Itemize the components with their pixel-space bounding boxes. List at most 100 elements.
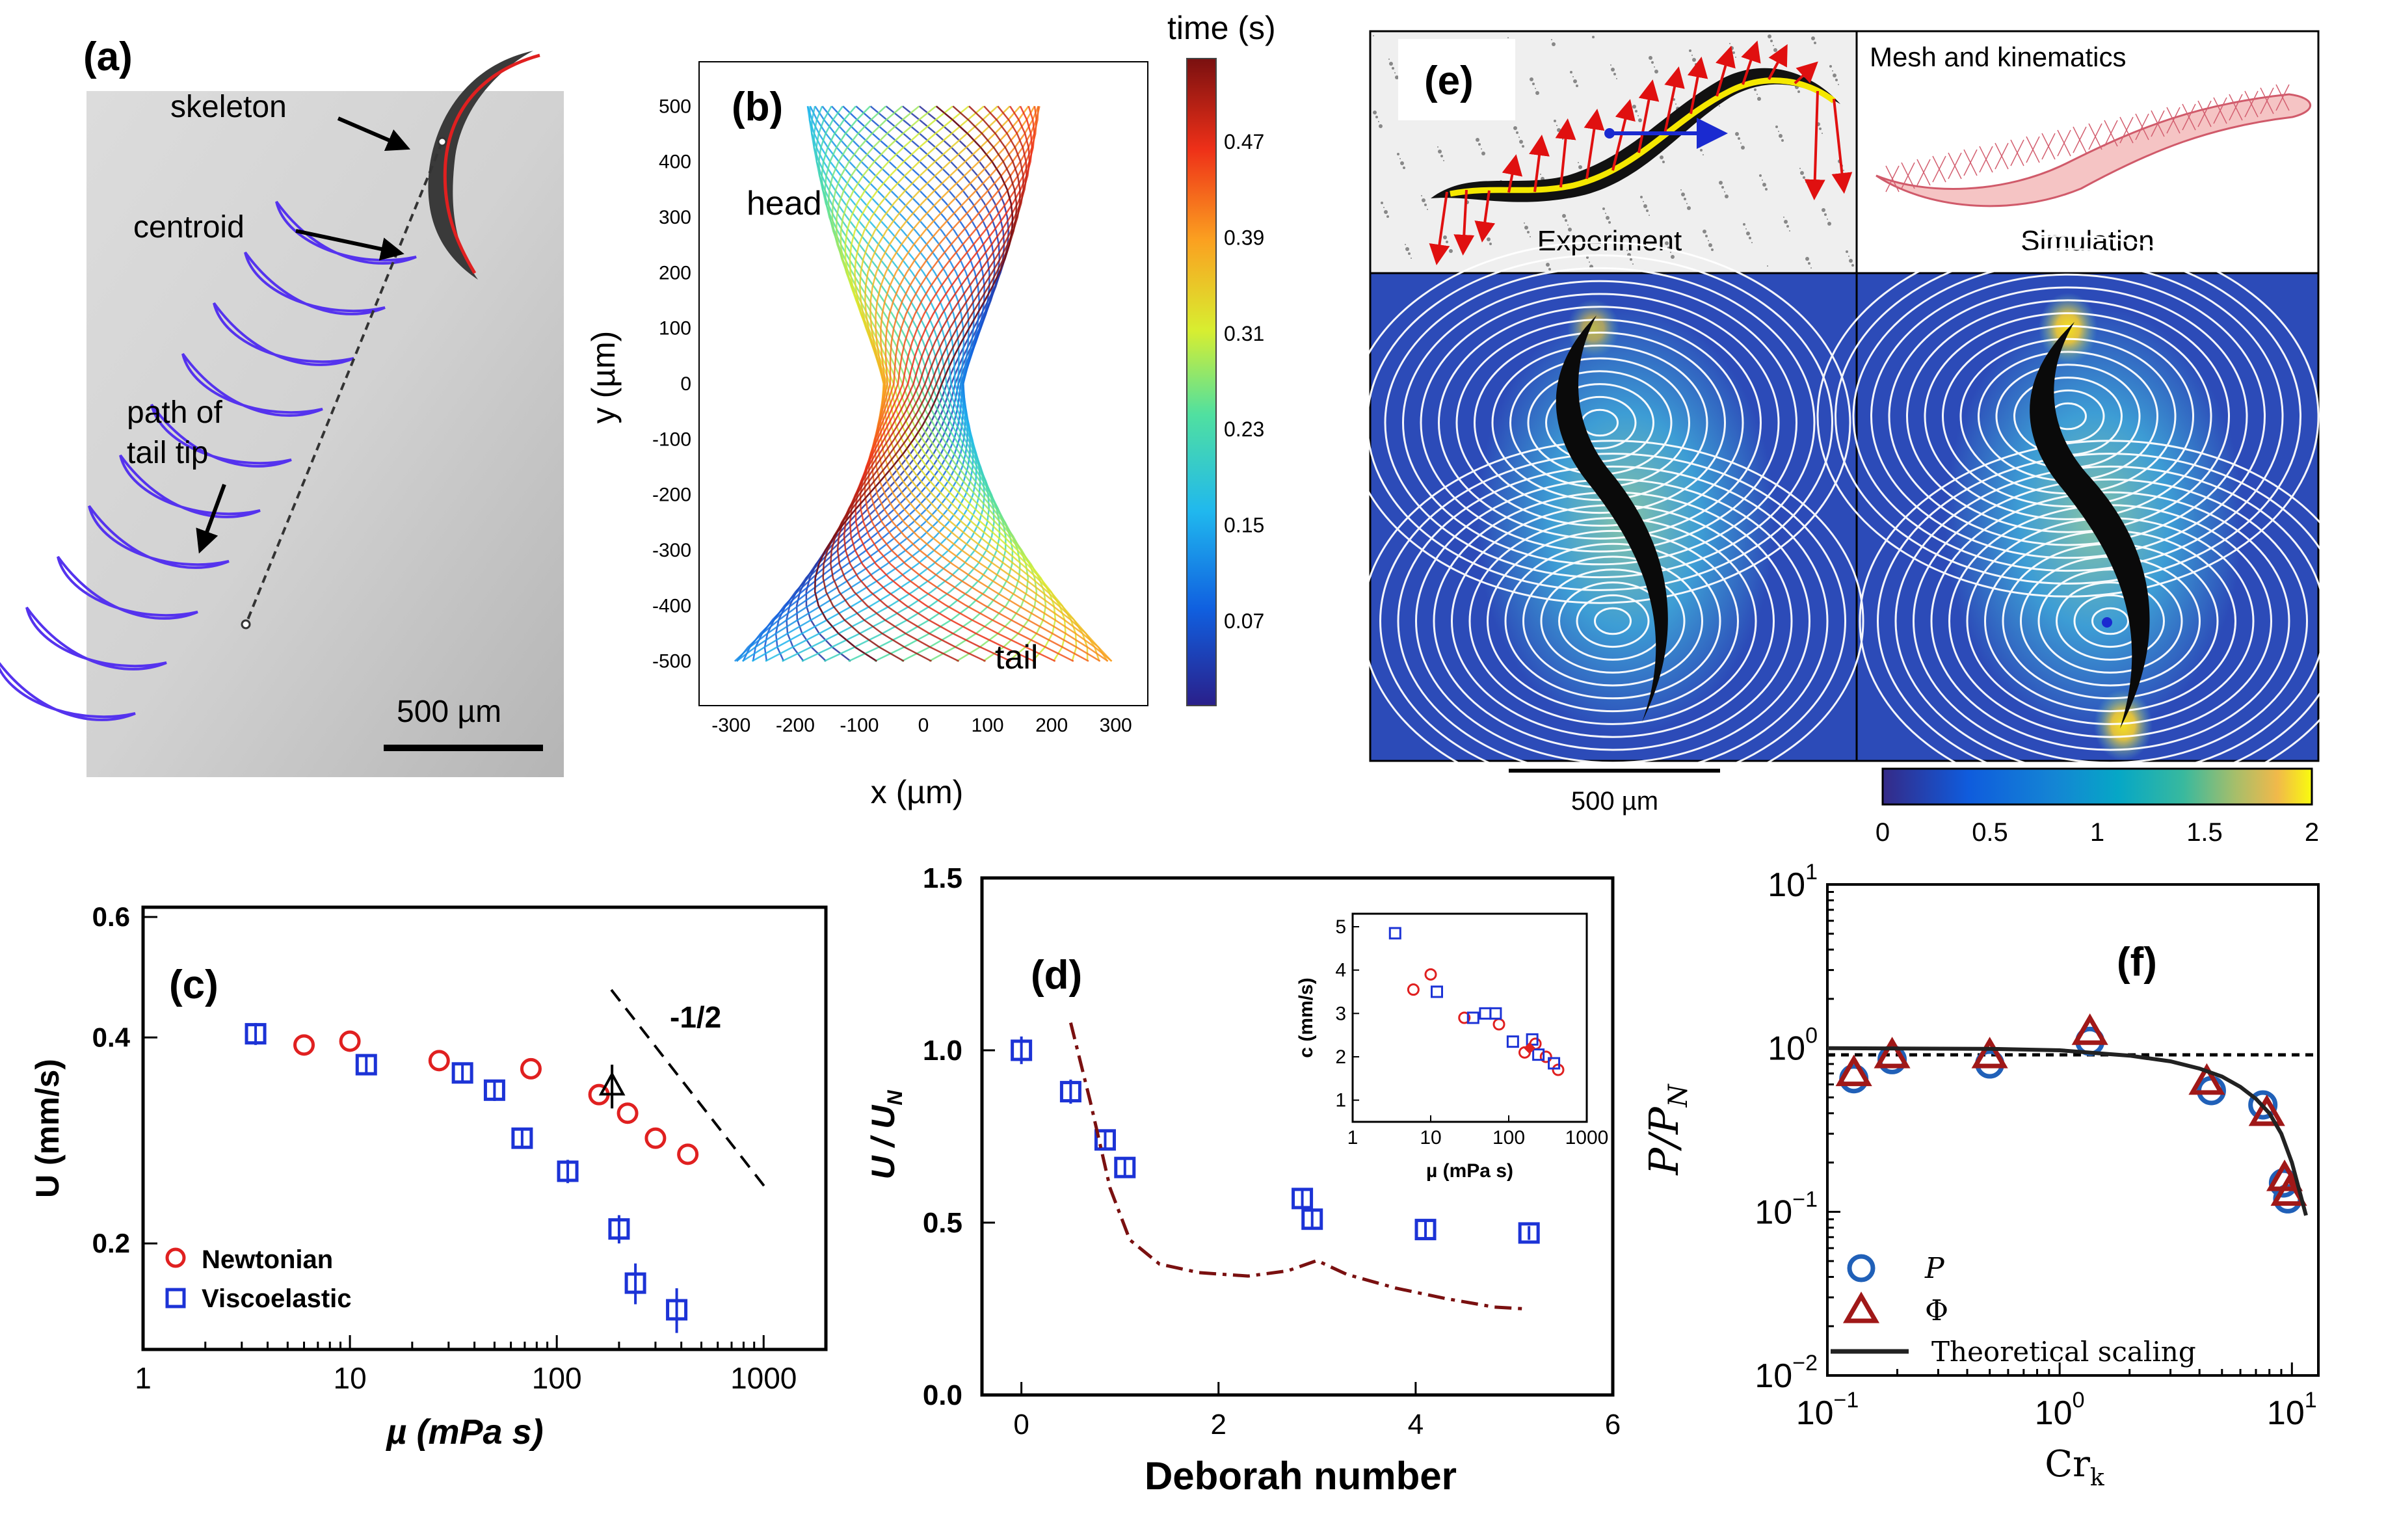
speckle-dot (1386, 215, 1389, 218)
speckle-dot (1640, 196, 1643, 198)
time-colorbar-tick: 0.47 (1224, 130, 1264, 153)
panel-d-point (1292, 1188, 1314, 1210)
speckle-dot (1692, 58, 1696, 62)
speckle-dot (1735, 57, 1736, 58)
inset-ytick-label: 4 (1335, 960, 1346, 981)
velocity-arrow (1429, 191, 1450, 265)
speckle-dot (1827, 219, 1828, 220)
skeleton-curve-41 (830, 105, 1021, 662)
speckle-dot (1745, 228, 1747, 230)
panel-f-phi-point (2188, 1063, 2225, 1095)
speckle-dot (1554, 120, 1556, 122)
panel-b-xtick: -300 (711, 715, 750, 736)
mesh-worm (1876, 93, 2312, 207)
speckle-dot (1518, 137, 1520, 138)
streamline (2091, 607, 2129, 635)
speckle-dot (1557, 128, 1561, 132)
speckle-dot (1446, 241, 1448, 243)
speckle-dot (1481, 152, 1485, 155)
tick-exp: −2 (1792, 1351, 1818, 1375)
experiment-label: Experiment (1537, 225, 1682, 257)
speckle-dot (1719, 105, 1720, 107)
velocity-arrow (1794, 61, 1818, 85)
velocity-arrow (1664, 66, 1685, 134)
speckle-dot (1773, 48, 1777, 52)
speckle-dot (1829, 65, 1832, 68)
mesh-line (1948, 152, 1962, 179)
streamline (1491, 344, 1708, 501)
panel-c-axes (141, 905, 828, 1351)
centroid-start (437, 137, 447, 147)
panel-c-viscoelastic-point (666, 1299, 688, 1321)
panel-f-ylabel-text: P/PN (1640, 1083, 1693, 1175)
panel-b-xtick: 0 (918, 715, 929, 736)
path-label-1: path of (127, 395, 222, 430)
panel-b-label: (b) (732, 85, 783, 129)
panel-c-viscoelastic-point (451, 1062, 473, 1084)
worm-centroid-marker (1604, 128, 1615, 139)
speckle-dot (1422, 198, 1425, 202)
mesh-line (2026, 136, 2040, 163)
mesh-line (1885, 165, 1900, 192)
mesh-line (2182, 103, 2196, 131)
speckle-dot (1565, 219, 1567, 222)
inset-viscoelastic-point (1431, 985, 1444, 998)
tail-path-8 (25, 606, 167, 670)
velocity-arrow (1768, 44, 1788, 80)
speckle-dot (1394, 72, 1396, 73)
speckle-dot (1822, 208, 1825, 212)
mesh-line (2151, 110, 2165, 137)
speckle-dot (1832, 70, 1833, 72)
speckle-dot (1805, 257, 1809, 261)
time-colorbar-tick: 0.15 (1224, 514, 1264, 537)
centroid-arrow (295, 229, 404, 261)
panel-b-xtick: -100 (840, 715, 879, 736)
panel-d-xtick-label: 4 (1408, 1409, 1424, 1440)
panel-f-phi-point (1835, 1054, 1872, 1087)
panel-c-newtonian-point (293, 1034, 315, 1056)
centroid-label: centroid (133, 210, 245, 245)
panel-c-yticklabels: 0.6 0.4 0.2 (92, 901, 131, 1258)
inset-newtonian-point (1539, 1050, 1552, 1063)
time-colorbar-tick: 0.31 (1224, 322, 1264, 345)
speckle-dot (1670, 252, 1671, 253)
speckle-dot (1421, 195, 1422, 196)
speckle-dot (1630, 258, 1632, 261)
panel-d-ytick-label: 1.5 (923, 862, 962, 894)
speckle-dot (1660, 155, 1664, 159)
panel-d: 0 2 4 6 0.0 0.5 1.0 1.5 (d) Deborah number U /… (865, 862, 1621, 1498)
speckle-dot (1568, 228, 1572, 232)
mesh-line (2244, 90, 2259, 118)
inset-viscoelastic-point (1526, 1033, 1539, 1046)
speckle-dot (1843, 170, 1844, 171)
streamline (1540, 568, 1686, 674)
speckle-dot (1535, 91, 1539, 95)
panel-d-xticklabels: 0 2 4 6 (1013, 1409, 1621, 1440)
speckle-dot (1489, 243, 1492, 245)
panel-f-theory-curve (1827, 1046, 2308, 1216)
speckle-dot (1578, 162, 1579, 163)
speckle-dot (1632, 263, 1634, 265)
panel-a-micrograph (86, 91, 564, 777)
time-colorbar-ticks: 0.47 0.39 0.31 0.23 0.15 0.07 (1224, 130, 1264, 633)
speckle-dot (1562, 139, 1563, 140)
panel-f-xlabel-sub: k (2090, 1465, 2105, 1491)
skeleton-curve-43 (814, 105, 1014, 662)
speckle-dot (1572, 76, 1574, 77)
panel-b: (b) head tail -300 -200 -100 0 100 200 300 500… (585, 10, 1276, 810)
tick-exp: 0 (2073, 1388, 2085, 1413)
speckle-dot (1799, 168, 1801, 169)
inset-ytick-label: 5 (1335, 916, 1346, 938)
velocity-arrow (1831, 98, 1853, 194)
speckle-dot (1613, 73, 1616, 75)
speckle-dot (1635, 110, 1637, 113)
panel-f-ylabel-group: P/PN (1640, 1083, 1693, 1175)
panel-d-xtick-label: 2 (1211, 1409, 1226, 1440)
speckle-dot (1578, 165, 1582, 169)
speckle-dot (1732, 51, 1735, 54)
speckle-dot (1686, 203, 1688, 204)
speckle-dot (1651, 61, 1654, 64)
panel-c-viscoelastic-point (245, 1023, 267, 1045)
panel-d-label: (d) (1031, 953, 1082, 998)
skeleton-curve-31 (877, 105, 1113, 662)
